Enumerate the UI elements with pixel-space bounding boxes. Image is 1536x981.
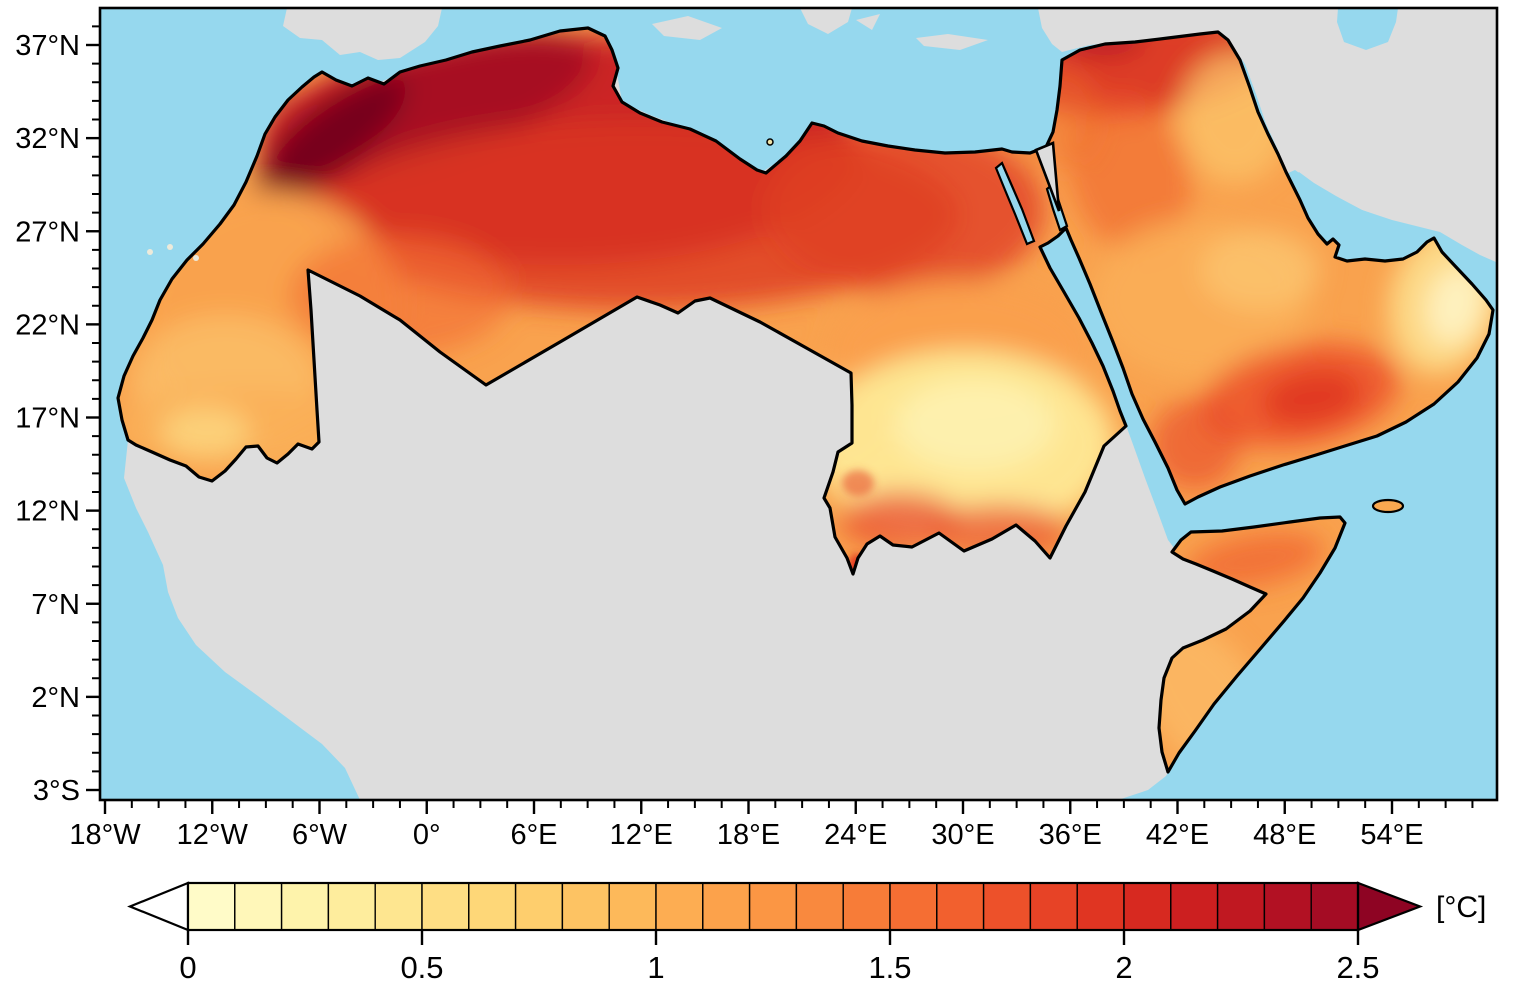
land-aegean — [856, 14, 880, 30]
colorbar-cell — [1310, 882, 1359, 931]
land-crete — [916, 34, 988, 50]
colorbar-tick-label: 2 — [1115, 950, 1132, 981]
x-tick-label: 24°E — [824, 819, 887, 851]
x-tick-label: 30°E — [931, 819, 994, 851]
y-tick-label: 3°S — [33, 775, 80, 807]
colorbar-cell — [561, 882, 610, 931]
colorbar-tick-label: 0.5 — [400, 950, 443, 981]
colorbar-cell — [327, 882, 376, 931]
colorbar-tick-label: 1.5 — [868, 950, 911, 981]
colorbar-unit-label: [°C] — [1436, 891, 1486, 924]
colorbar-cell — [655, 882, 704, 931]
colorbar-cell — [982, 882, 1032, 931]
malta-island-dot — [766, 138, 774, 146]
canary-island-dot — [167, 244, 173, 250]
land-iberia — [283, 8, 442, 60]
y-tick-label: 2°N — [31, 682, 80, 714]
colorbar-cell — [748, 882, 798, 931]
x-tick-label: 48°E — [1253, 819, 1316, 851]
colorbar: 0 0.5 1 1.5 2 2.5 — [127, 881, 1424, 981]
y-tick-label: 17°N — [15, 403, 80, 435]
x-tick-label: 42°E — [1146, 819, 1209, 851]
colorbar-cell — [421, 882, 470, 931]
colorbar-cell — [702, 882, 751, 931]
colorbar-cell — [374, 882, 423, 931]
persian-gulf — [1292, 172, 1430, 261]
x-tick-label: 12°W — [177, 819, 249, 851]
gulf-of-suez — [994, 161, 1036, 246]
x-tick-label: 54°E — [1360, 819, 1423, 851]
land-sicily — [652, 16, 722, 40]
x-tick-label: 36°E — [1039, 819, 1102, 851]
mena-boundary-group — [116, 26, 1495, 774]
colorbar-cell — [1123, 882, 1172, 931]
x-tick-label: 18°E — [717, 819, 780, 851]
colorbar-tick-label: 2.5 — [1336, 950, 1379, 981]
x-tick-label: 6°W — [292, 819, 348, 851]
colorbar-cell — [468, 882, 517, 931]
socotra-island — [1371, 498, 1405, 514]
y-tick-label: 37°N — [15, 30, 80, 62]
colorbar-under-arrow — [127, 881, 190, 932]
israel-excluded-wedge — [1034, 141, 1061, 212]
x-tick-label: 18°W — [69, 819, 141, 851]
land-anatolia-iran — [1038, 8, 1497, 263]
canary-island-dot — [147, 249, 153, 255]
caspian-sea — [1337, 8, 1398, 50]
x-tick-label: 0° — [413, 819, 441, 851]
colorbar-cell — [1263, 882, 1312, 931]
colorbar-cell — [842, 882, 891, 931]
x-tick-label: 12°E — [610, 819, 673, 851]
mena-boundary-main — [116, 26, 1495, 576]
colorbar-cell — [889, 882, 938, 931]
small-islands — [147, 138, 774, 261]
y-axis: 37°N 32°N 27°N 22°N 17°N 12°N 7°N 2°N 3°S — [15, 25, 100, 807]
colorbar-cell — [608, 882, 657, 931]
colorbar-tick-label: 1 — [647, 950, 664, 981]
colorbar-cell — [1170, 882, 1219, 931]
plot-frame — [98, 6, 1499, 802]
y-tick-label: 7°N — [31, 589, 80, 621]
colorbar-cell — [187, 882, 236, 931]
colorbar-cell — [514, 882, 564, 931]
x-axis: 18°W 12°W 6°W 0° 6°E 12°E 18°E 24°E 30°E 36°E 42°E… — [69, 800, 1474, 851]
y-tick-label: 32°N — [15, 123, 80, 155]
colorbar-cell — [234, 882, 283, 931]
x-tick-label: 6°E — [510, 819, 557, 851]
mena-boundary-somalia — [1157, 515, 1347, 774]
colorbar-frame — [186, 881, 1360, 932]
colorbar-over-arrow — [1356, 881, 1424, 932]
canary-island-dot — [193, 255, 199, 261]
y-tick-label: 22°N — [15, 309, 80, 341]
colorbar-cell — [1076, 882, 1125, 931]
colorbar-cell — [936, 882, 985, 931]
colorbar-cell — [1216, 882, 1266, 931]
colorbar-tick-label: 0 — [179, 950, 196, 981]
colorbar-cell — [1029, 882, 1078, 931]
y-tick-label: 27°N — [15, 216, 80, 248]
map-plot-area — [100, 8, 1497, 800]
land-greece — [800, 8, 852, 34]
colorbar-cell — [795, 882, 844, 931]
y-tick-label: 12°N — [15, 496, 80, 528]
colorbar-cell — [280, 882, 330, 931]
